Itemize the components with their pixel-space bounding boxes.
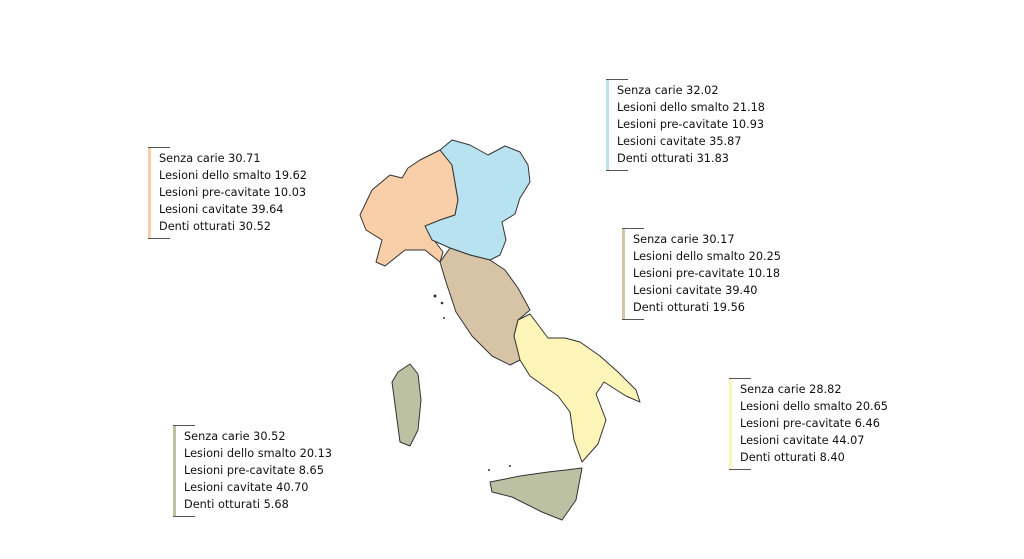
legend-line: Lesioni dello smalto 20.65 <box>740 400 888 413</box>
legend-line: Lesioni pre-cavitate 10.03 <box>159 186 307 199</box>
legend-line: Lesioni cavitate 40.70 <box>184 481 309 494</box>
legend-line: Senza carie 28.82 <box>740 383 842 396</box>
region-sicily <box>489 467 583 521</box>
legend-line: Lesioni cavitate 39.64 <box>159 203 284 216</box>
region-northeast <box>424 139 531 261</box>
legend-line: Lesioni dello smalto 20.25 <box>633 250 781 263</box>
legend-line: Senza carie 30.71 <box>159 152 261 165</box>
legend-line: Lesioni pre-cavitate 8.65 <box>184 464 324 477</box>
legend-line: Senza carie 30.17 <box>633 233 735 246</box>
region-sardinia <box>391 363 422 447</box>
legend-line: Lesioni pre-cavitate 10.18 <box>633 267 781 280</box>
legend-line: Lesioni cavitate 35.87 <box>617 135 742 148</box>
legend-line: Senza carie 30.52 <box>184 430 286 443</box>
legend-line: Senza carie 32.02 <box>617 84 719 97</box>
legend-line: Lesioni pre-cavitate 6.46 <box>740 417 880 430</box>
legend-northeast: Senza carie 32.02 Lesioni dello smalto 21… <box>606 79 765 171</box>
legend-line: Denti otturati 8.40 <box>740 451 845 464</box>
legend-northwest: Senza carie 30.71 Lesioni dello smalto 19… <box>148 147 307 239</box>
legend-line: Denti otturati 31.83 <box>617 152 729 165</box>
legend-islands: Senza carie 30.52 Lesioni dello smalto 20… <box>173 425 332 517</box>
legend-line: Denti otturati 19.56 <box>633 301 745 314</box>
legend-line: Lesioni pre-cavitate 10.93 <box>617 118 765 131</box>
legend-line: Lesioni cavitate 39.40 <box>633 284 758 297</box>
legend-line: Lesioni cavitate 44.07 <box>740 434 865 447</box>
region-south <box>513 313 641 463</box>
legend-line: Lesioni dello smalto 21.18 <box>617 101 765 114</box>
legend-line: Lesioni dello smalto 19.62 <box>159 169 307 182</box>
legend-line: Lesioni dello smalto 20.13 <box>184 447 332 460</box>
region-northwest <box>359 149 459 267</box>
legend-line: Denti otturati 5.68 <box>184 498 289 511</box>
legend-south: Senza carie 28.82 Lesioni dello smalto 20… <box>729 378 888 470</box>
legend-center: Senza carie 30.17 Lesioni dello smalto 20… <box>622 228 781 320</box>
legend-line: Denti otturati 30.52 <box>159 220 271 233</box>
